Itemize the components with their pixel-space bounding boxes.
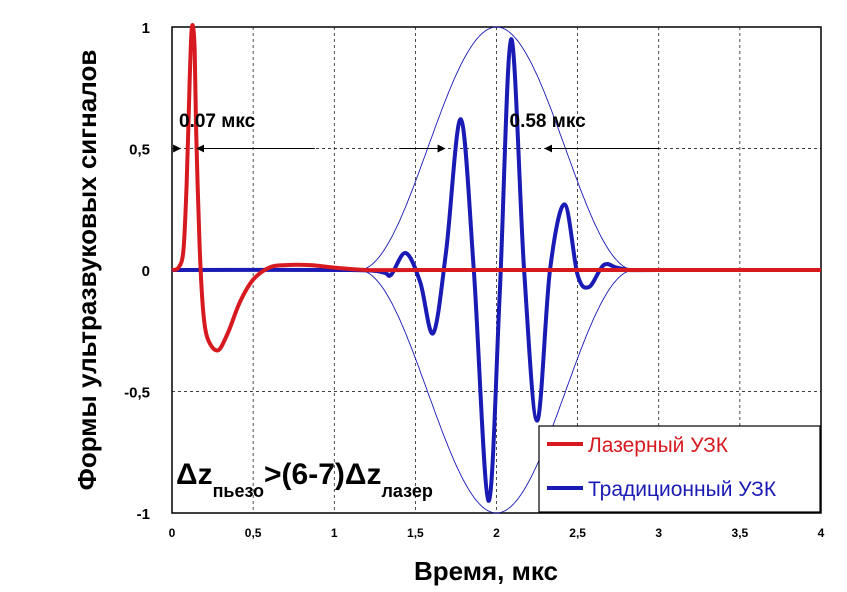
x-tick-label: 3	[655, 526, 662, 540]
formula: Δzпьезо>(6-7)Δzлазер	[176, 458, 433, 501]
y-tick-label: 0,5	[129, 142, 150, 159]
x-tick-label: 2	[493, 526, 500, 540]
x-tick-label: 1,5	[407, 526, 424, 540]
annotations: 0.07 мкс 0.58 мкс	[172, 111, 659, 153]
formula-sub-piezo: пьезо	[213, 481, 264, 501]
envelope-lower	[358, 269, 635, 514]
legend-box	[538, 425, 821, 513]
y-axis-title: Формы ультразвуковых сигналов	[72, 50, 102, 491]
y-tick-label: 1	[142, 20, 150, 37]
annotation-traditional-duration: 0.58 мкс	[510, 111, 587, 132]
envelope-upper	[358, 26, 635, 271]
x-tick-label: 1	[331, 526, 338, 540]
legend-label-traditional: Традиционный УЗК	[588, 478, 777, 501]
formula-delta-1: Δ	[176, 458, 198, 491]
formula-sub-laser: лазер	[381, 481, 432, 501]
legend-label-laser: Лазерный УЗК	[588, 434, 729, 457]
annotation-laser-duration: 0.07 мкс	[179, 111, 256, 132]
envelope	[358, 26, 635, 514]
tick-labels: 0 0,5 1 1,5 2 2,5 3 3,5 4 1 0,5 0 -0,5 -1	[124, 20, 825, 540]
formula-z-2: z	[366, 458, 381, 491]
x-axis-title: Время, мкс	[414, 556, 558, 586]
formula-delta-2: Δ	[345, 458, 367, 491]
formula-z-1: z	[198, 458, 213, 491]
y-tick-label: -1	[137, 506, 150, 523]
x-tick-label: 0,5	[245, 526, 262, 540]
legend: Лазерный УЗК Традиционный УЗК	[538, 425, 821, 513]
series-lines	[171, 23, 821, 503]
x-tick-label: 3,5	[732, 526, 749, 540]
x-tick-label: 4	[818, 526, 825, 540]
y-tick-label: -0,5	[124, 385, 150, 402]
x-tick-label: 2,5	[569, 526, 586, 540]
series-line-traditional	[171, 37, 821, 503]
y-tick-label: 0	[142, 263, 150, 280]
series-line-laser	[171, 23, 821, 353]
x-tick-label: 0	[169, 526, 176, 540]
formula-middle: >(6-7)	[264, 458, 345, 491]
